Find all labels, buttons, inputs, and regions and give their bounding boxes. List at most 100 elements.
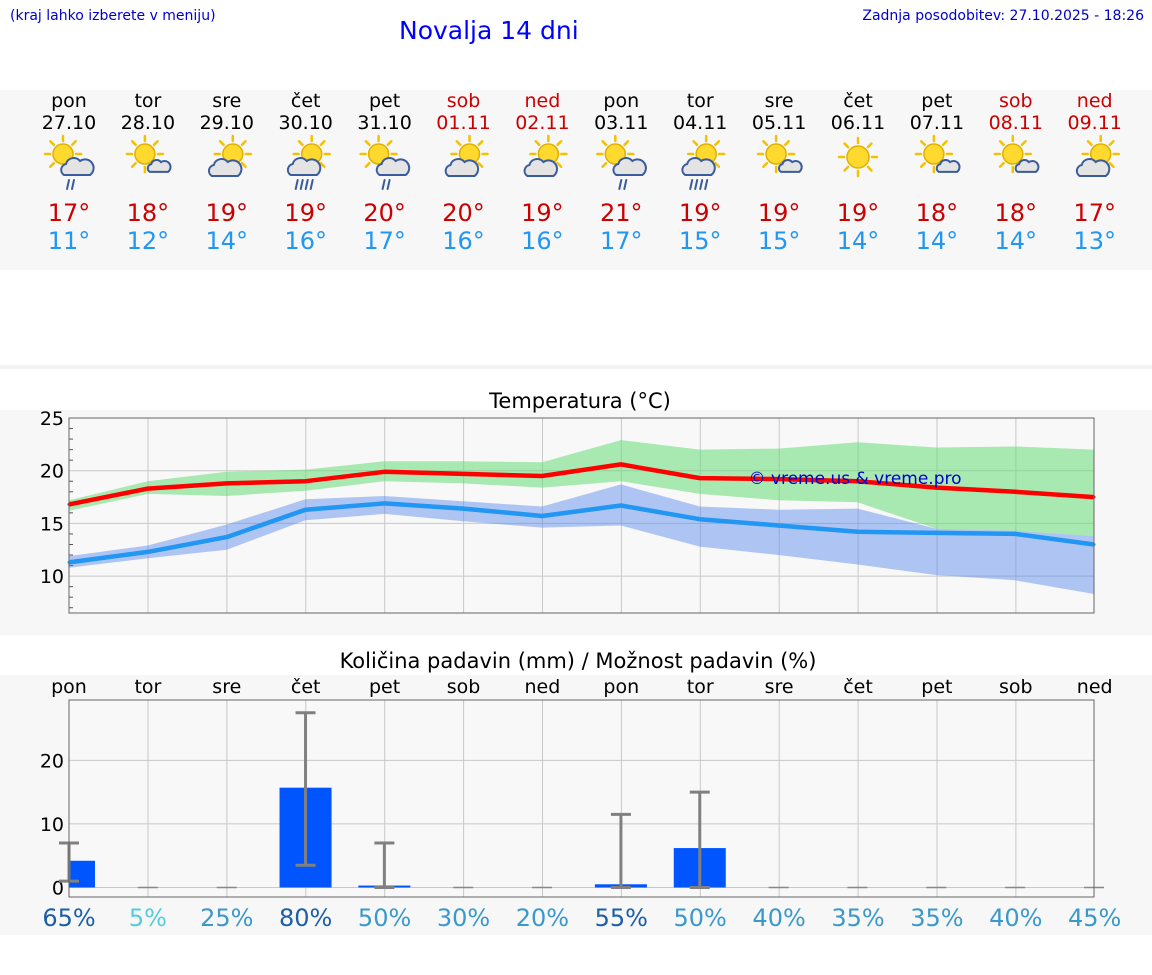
precip-probability: 50% — [358, 904, 411, 932]
day-name: čet — [843, 90, 873, 112]
sun-ray — [240, 161, 247, 168]
rain-drop — [304, 179, 309, 190]
page-title: Novalja 14 dni — [399, 16, 579, 45]
day-name: pet — [921, 90, 952, 112]
max-temp: 18° — [916, 199, 959, 227]
precip-bar — [69, 860, 95, 888]
max-temp-point — [777, 477, 781, 481]
sun-ray — [152, 140, 159, 147]
precip-probability: 5% — [129, 904, 167, 932]
max-temp: 20° — [442, 199, 485, 227]
max-temp: 19° — [837, 199, 880, 227]
sun-ray — [297, 140, 304, 147]
min-temp: 15° — [758, 227, 801, 255]
cloud-shape — [60, 157, 95, 176]
sun-ray — [364, 161, 371, 168]
min-temp: 15° — [679, 227, 722, 255]
max-temp-point — [934, 486, 938, 490]
sun-ray — [364, 140, 371, 147]
rain-drop — [71, 179, 75, 190]
precip-day-label: pet — [369, 676, 400, 698]
rain-drop — [618, 179, 623, 190]
max-temp-point — [540, 474, 544, 478]
min-temp-point — [461, 507, 465, 511]
sun-ray — [49, 140, 56, 147]
sun-ray — [601, 140, 608, 147]
precipitation-chart-title: Količina padavin (mm) / Možnost padavin … — [340, 649, 817, 673]
day-name: sob — [447, 90, 481, 112]
sun-ray — [623, 140, 630, 147]
last-updated: Zadnja posodobitev: 27.10.2025 - 18:26 — [862, 8, 1144, 24]
rain-drop — [299, 179, 304, 190]
sun-ray — [240, 140, 247, 147]
precip-day-label: sre — [212, 676, 241, 698]
sun-small-cloud-icon — [125, 134, 172, 174]
cloud-shape — [1014, 159, 1040, 173]
precip-probability: 30% — [437, 904, 490, 932]
cloud-shape — [681, 157, 716, 176]
sun-ray — [218, 140, 225, 147]
max-temp: 19° — [521, 199, 564, 227]
sun-cloud-icon — [1075, 134, 1120, 177]
sun-ray — [130, 161, 137, 168]
min-temp-point — [304, 508, 308, 512]
precipitation-plot-area — [69, 700, 1094, 897]
sun-small-cloud-icon — [993, 134, 1040, 174]
max-temp-point — [619, 462, 623, 466]
min-temp-point — [777, 524, 781, 528]
precip-probability: 20% — [516, 904, 569, 932]
max-temp-point — [382, 470, 386, 474]
min-temp: 14° — [995, 227, 1038, 255]
rain-drop — [309, 179, 314, 190]
precip-y-tick: 0 — [52, 877, 64, 899]
min-temp: 17° — [600, 227, 643, 255]
day-date: 27.10 — [42, 112, 96, 134]
day-date: 08.11 — [989, 112, 1043, 134]
max-temp-point — [225, 481, 229, 485]
min-temp-point — [1013, 532, 1017, 536]
day-name: pet — [369, 90, 400, 112]
max-temp-point — [1013, 490, 1017, 494]
sun-disc — [765, 143, 787, 165]
sun-cloud-rain-icon — [43, 134, 95, 190]
sun-ray — [70, 140, 77, 147]
min-temp: 12° — [127, 227, 170, 255]
rain-drop — [294, 179, 299, 190]
max-temp: 17° — [48, 199, 91, 227]
precip-day-label: pon — [51, 676, 87, 698]
rain-drop — [623, 179, 628, 190]
rain-drop — [66, 179, 70, 190]
min-temp: 16° — [521, 227, 564, 255]
max-temp: 18° — [127, 199, 170, 227]
day-date: 05.11 — [752, 112, 806, 134]
sun-ray — [919, 140, 926, 147]
precipitation-chart: Količina padavin (mm) / Možnost padavin … — [40, 649, 1122, 932]
max-temp: 20° — [363, 199, 406, 227]
max-temp-point — [698, 476, 702, 480]
cloud-shape — [612, 157, 647, 176]
day-name: ned — [525, 90, 561, 112]
precip-y-tick: 10 — [40, 814, 64, 836]
max-temp-point — [461, 472, 465, 476]
min-temp-point — [698, 517, 702, 521]
sun-disc — [1002, 143, 1024, 165]
location-menu-hint[interactable]: (kraj lahko izberete v meniju) — [10, 8, 216, 24]
sun-ray — [784, 140, 791, 147]
min-temp-line — [68, 501, 1095, 565]
day-name: čet — [291, 90, 321, 112]
sun-small-cloud-icon — [756, 134, 803, 174]
max-temp: 19° — [758, 199, 801, 227]
min-temp: 16° — [442, 227, 485, 255]
precip-day-label: ned — [525, 676, 561, 698]
precip-day-label: čet — [843, 676, 873, 698]
watermark: © vreme.us & vreme.pro — [748, 469, 961, 489]
divider — [0, 365, 1152, 369]
sun-ray — [1086, 140, 1093, 147]
sun-ray — [998, 161, 1005, 168]
precip-day-label: sob — [447, 676, 481, 698]
max-temp-point — [146, 487, 150, 491]
day-name: ned — [1077, 90, 1113, 112]
day-date: 01.11 — [436, 112, 490, 134]
sun-ray — [866, 165, 873, 172]
min-temp-point — [225, 535, 229, 539]
